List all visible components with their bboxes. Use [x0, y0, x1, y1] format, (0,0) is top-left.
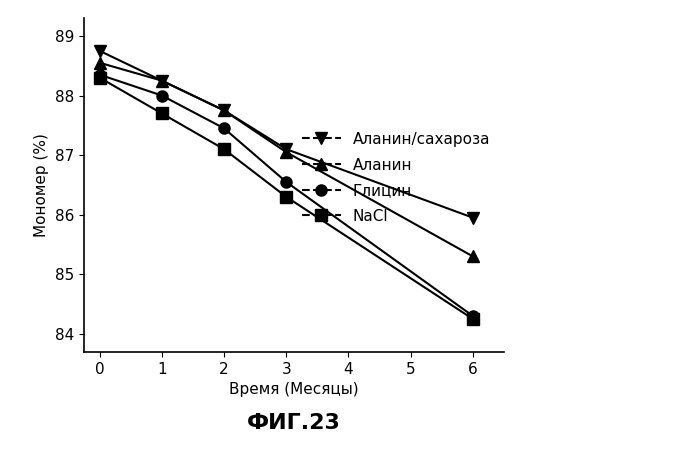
- Y-axis label: Мономер (%): Мономер (%): [34, 133, 49, 237]
- Text: ФИГ.23: ФИГ.23: [247, 413, 341, 433]
- Legend: Аланин/сахароза, Аланин, Глицин, NaCl: Аланин/сахароза, Аланин, Глицин, NaCl: [296, 126, 496, 230]
- X-axis label: Время (Месяцы): Время (Месяцы): [229, 382, 359, 397]
